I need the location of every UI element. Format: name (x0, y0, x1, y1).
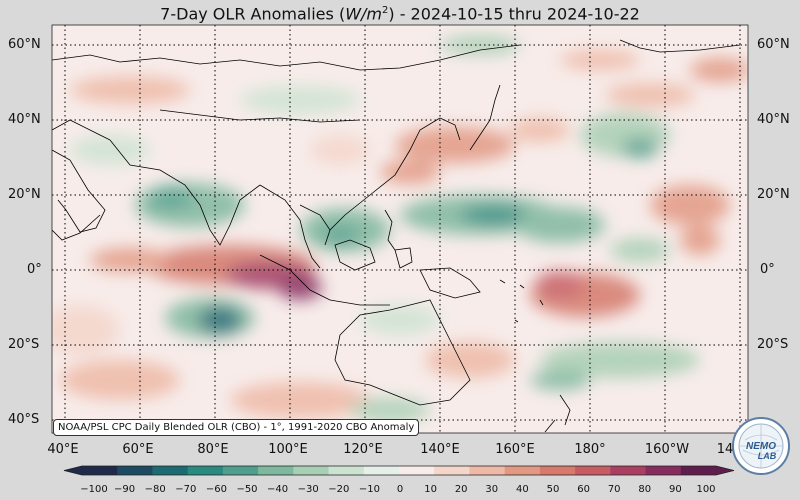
colorbar-tick-label: 30 (485, 484, 499, 495)
colorbar-tick-label: 90 (669, 484, 682, 495)
colorbar-tick-label: −100 (80, 484, 108, 495)
colorbar-swatch (434, 466, 470, 475)
colorbar-swatch (575, 466, 611, 475)
colorbar-swatch (187, 466, 224, 475)
colorbar-tick-label: −20 (328, 484, 350, 495)
lat-label-right: 20°S (757, 337, 789, 352)
title-prefix: 7-Day OLR Anomalies ( (160, 4, 346, 24)
lat-label-right: 0° (760, 262, 775, 277)
colorbar-swatch (469, 466, 506, 475)
colorbar-swatch (293, 466, 330, 475)
colorbar-tick-label: −10 (358, 484, 380, 495)
colorbar-tick-label: 100 (696, 484, 716, 495)
colorbar-swatch (645, 466, 682, 475)
colorbar-outline (63, 465, 735, 476)
svg-text:LAB: LAB (758, 451, 777, 461)
colorbar-tick-label: 40 (516, 484, 529, 495)
lon-label: 100°E (268, 442, 308, 457)
colorbar-tick-label: 60 (577, 484, 590, 495)
colorbar-tick-label: 80 (638, 484, 652, 495)
lat-label-left: 40°N (8, 112, 41, 127)
lon-label: 180° (574, 442, 606, 457)
lon-label: 40°E (47, 442, 79, 457)
svg-text:NEMO: NEMO (746, 441, 776, 452)
lon-label: 80°E (197, 442, 229, 457)
lat-label-right: 60°N (757, 37, 790, 52)
colorbar-high-arrow (716, 466, 734, 475)
colorbar-tick-label: −60 (205, 484, 227, 495)
lat-label-left: 60°N (8, 37, 41, 52)
lon-label: 14 (716, 442, 734, 457)
colorbar-tick-label: −40 (267, 484, 289, 495)
lon-label: 140°E (420, 442, 460, 457)
lat-label-left: 0° (27, 262, 42, 277)
colorbar-swatch (222, 466, 259, 475)
colorbar-tick-label: −70 (175, 484, 197, 495)
colorbar-swatch (363, 466, 400, 475)
lon-label: 160°E (495, 442, 535, 457)
colorbar (63, 465, 735, 476)
colorbar-swatch (680, 466, 717, 475)
colorbar-swatch (504, 466, 541, 475)
colorbar-swatch (539, 466, 576, 475)
colorbar-swatch (82, 466, 118, 475)
title-unit: W/m (345, 4, 382, 24)
colorbar-tick-label: −80 (144, 484, 166, 495)
lon-label: 120°E (343, 442, 383, 457)
lat-label-right: 40°N (757, 112, 790, 127)
lat-label-left: 20°S (8, 337, 40, 352)
colorbar-swatch (399, 466, 435, 475)
colorbar-tick-label: 50 (546, 484, 560, 495)
colorbar-low-arrow (64, 466, 82, 475)
colorbar-tick-label: 10 (424, 484, 437, 495)
colorbar-tick-label: 70 (607, 484, 621, 495)
nemo-lab-logo: NEMO LAB (732, 417, 790, 475)
lon-label: 160°W (644, 442, 690, 457)
title-suffix: ) - 2024-10-15 thru 2024-10-22 (388, 4, 640, 24)
lat-label-right: 20°N (757, 187, 790, 202)
colorbar-swatch (610, 466, 647, 475)
colorbar-tick-label: −50 (236, 484, 258, 495)
colorbar-swatch (117, 466, 153, 475)
colorbar-swatch (328, 466, 365, 475)
title-unit-exponent: 2 (381, 5, 389, 16)
source-note: NOAA/PSL CPC Daily Blended OLR (CBO) - 1… (53, 419, 420, 436)
colorbar-swatch (152, 466, 189, 475)
colorbar-tick-label: −90 (114, 484, 136, 495)
lon-label: 60°E (122, 442, 154, 457)
lat-label-left: 20°N (8, 187, 41, 202)
lat-label-left: 40°S (8, 412, 40, 427)
coastlines (52, 39, 741, 433)
colorbar-swatch (258, 466, 294, 475)
colorbar-tick-label: 0 (396, 484, 404, 495)
map-title: 7-Day OLR Anomalies (W/m2) - 2024-10-15 … (0, 0, 800, 24)
colorbar-tick-label: −30 (297, 484, 319, 495)
colorbar-tick-label: 20 (454, 484, 468, 495)
